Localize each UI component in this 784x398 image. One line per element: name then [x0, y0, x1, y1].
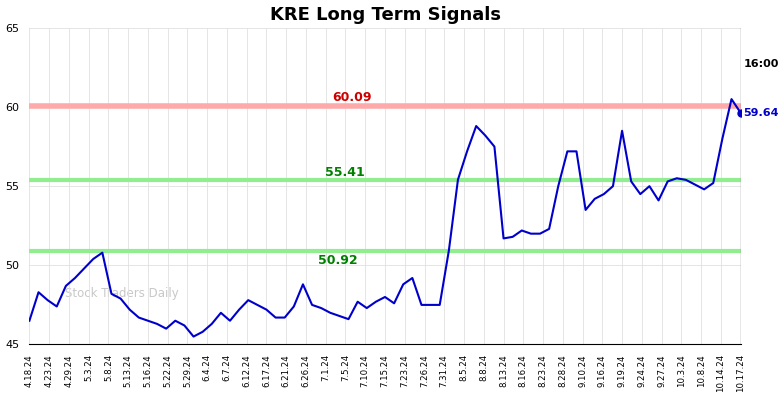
Text: 59.64: 59.64	[743, 108, 779, 118]
Text: 50.92: 50.92	[318, 254, 358, 267]
Text: 55.41: 55.41	[325, 166, 365, 179]
Text: Stock Traders Daily: Stock Traders Daily	[65, 287, 179, 300]
Text: 16:00: 16:00	[743, 59, 779, 70]
Title: KRE Long Term Signals: KRE Long Term Signals	[270, 6, 500, 23]
Text: 60.09: 60.09	[332, 91, 372, 104]
